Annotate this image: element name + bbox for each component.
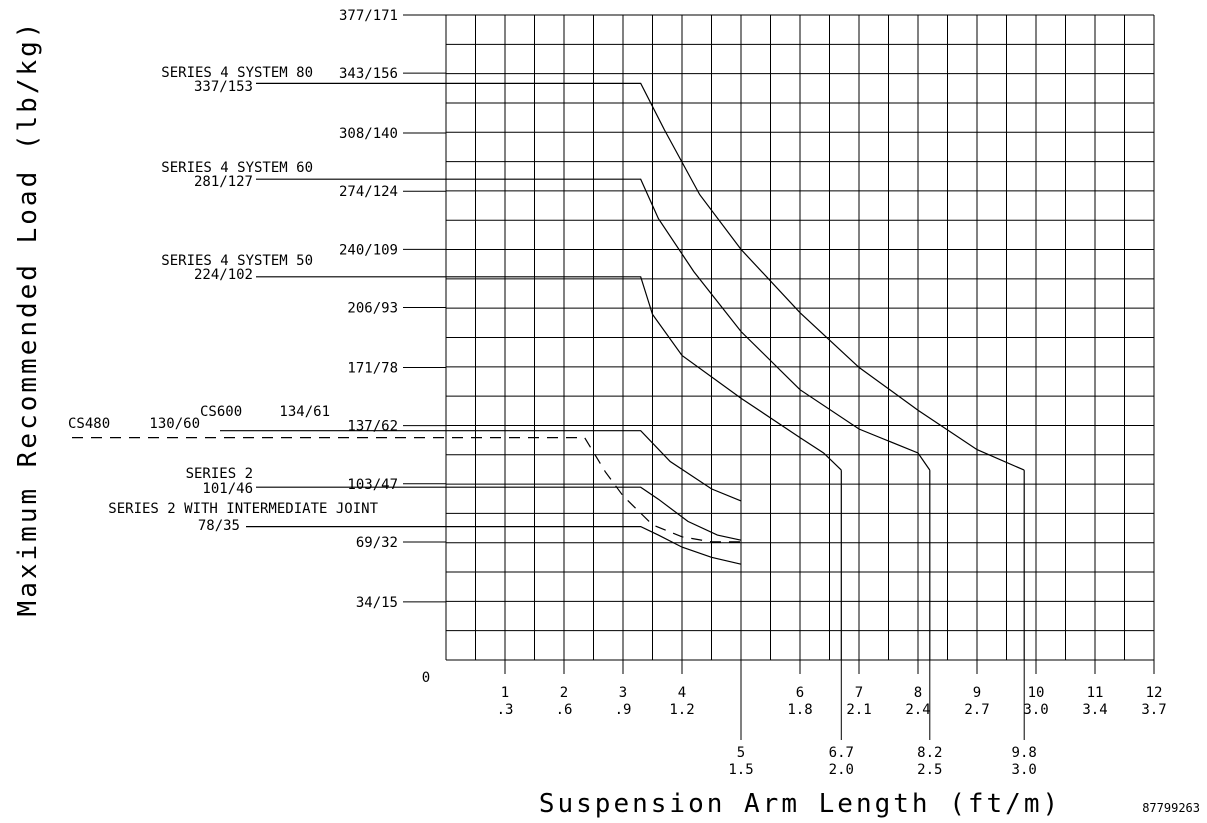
chart-series: [72, 82, 1025, 660]
x-tick-label-m: 1.2: [669, 702, 694, 718]
x-tick-label-ft: 9: [973, 685, 981, 701]
x-extended-label-m: 1.5: [728, 762, 753, 778]
x-tick-label-m: 3.4: [1082, 702, 1107, 718]
series-value-label: 134/61: [279, 404, 330, 420]
y-axis-title: Maximum Recommended Load (lb/kg): [13, 20, 43, 617]
x-tick-label-ft: 2: [560, 685, 568, 701]
x-tick-label-m: 2.1: [846, 702, 871, 718]
y-tick-label: 137/62: [347, 419, 398, 435]
figure-id: 87799263: [1142, 801, 1200, 815]
series-value-label: 337/153: [194, 79, 253, 95]
series-name-label: SERIES 2: [186, 466, 253, 482]
series-line: [256, 276, 842, 471]
x-extended-label-ft: 6.7: [829, 745, 854, 761]
y-tick-label: 69/32: [356, 535, 398, 551]
y-tick-label: 103/47: [347, 477, 398, 493]
x-tick-label-m: .3: [497, 702, 514, 718]
x-tick-label-m: .6: [556, 702, 573, 718]
x-tick-label-m: 2.7: [964, 702, 989, 718]
series-line: [246, 526, 742, 565]
y-tick-label: 240/109: [339, 242, 398, 258]
series-value-label: 281/127: [194, 174, 253, 190]
x-tick-label-ft: 7: [855, 685, 863, 701]
x-extended-label-m: 2.5: [917, 762, 942, 778]
x-extended-label-ft: 8.2: [917, 745, 942, 761]
x-tick-label-m: 1.8: [787, 702, 812, 718]
series-name-label: CS600: [200, 404, 242, 420]
x-axis-title: Suspension Arm Length (ft/m): [539, 789, 1061, 819]
x-tick-label-m: 3.7: [1141, 702, 1166, 718]
chart-labels: 377/171 343/156 308/140 274/124 240/109 206/9…: [68, 8, 1167, 778]
x-extended-label-m: 3.0: [1012, 762, 1037, 778]
x-extended-label-ft: 5: [737, 745, 745, 761]
series-value-label: 78/35: [198, 518, 240, 534]
x-tick-label-m: 3.0: [1023, 702, 1048, 718]
series-name-label: SERIES 2 WITH INTERMEDIATE JOINT: [108, 501, 378, 517]
y-tick-label: 343/156: [339, 66, 398, 82]
x-tick-label-ft: 8: [914, 685, 922, 701]
y-tick-label: 34/15: [356, 595, 398, 611]
y-tick-label: 377/171: [339, 8, 398, 24]
series-line: [256, 486, 742, 541]
zero-label: 0: [422, 670, 430, 686]
y-tick-label: 206/93: [347, 301, 398, 317]
x-tick-label-ft: 3: [619, 685, 627, 701]
x-tick-label-ft: 6: [796, 685, 804, 701]
y-tick-label: 274/124: [339, 184, 398, 200]
series-value-label: 101/46: [202, 481, 253, 497]
chart-grid: [403, 14, 1155, 740]
x-tick-label-ft: 4: [678, 685, 686, 701]
series-name-label: CS480: [68, 416, 110, 432]
series-name-label: SERIES 4 SYSTEM 50: [161, 253, 313, 269]
series-line: [72, 437, 741, 543]
series-line: [256, 178, 931, 471]
x-tick-label-ft: 11: [1087, 685, 1104, 701]
series-name-label: SERIES 4 SYSTEM 60: [161, 160, 313, 176]
y-tick-label: 171/78: [347, 360, 398, 376]
y-tick-label: 308/140: [339, 126, 398, 142]
x-tick-label-ft: 1: [501, 685, 509, 701]
x-tick-label-ft: 10: [1028, 685, 1045, 701]
series-line: [256, 82, 1025, 471]
series-line: [220, 430, 742, 502]
x-tick-label-m: .9: [615, 702, 632, 718]
x-tick-label-ft: 12: [1146, 685, 1163, 701]
x-extended-label-m: 2.0: [829, 762, 854, 778]
x-extended-label-ft: 9.8: [1012, 745, 1037, 761]
series-value-label: 224/102: [194, 267, 253, 283]
series-value-label: 130/60: [149, 416, 200, 432]
series-name-label: SERIES 4 SYSTEM 80: [161, 65, 313, 81]
x-tick-label-m: 2.4: [905, 702, 930, 718]
